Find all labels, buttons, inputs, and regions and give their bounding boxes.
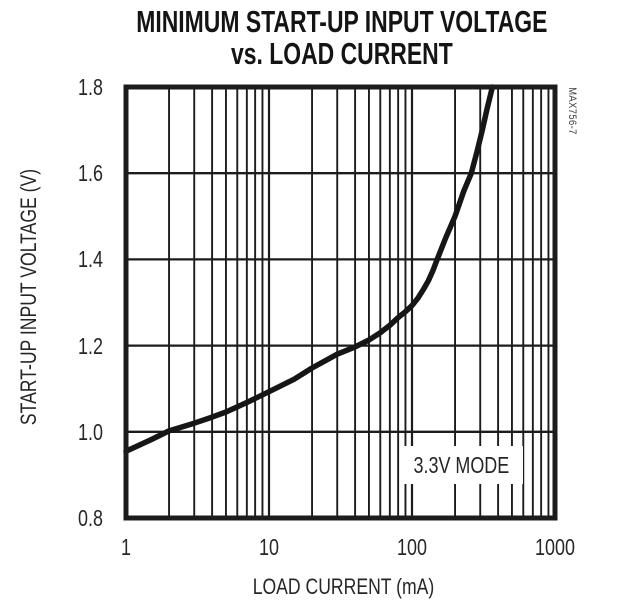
x-tick-label: 10 xyxy=(259,534,279,560)
y-tick-label: 1.2 xyxy=(78,332,103,359)
x-tick-label: 100 xyxy=(397,534,427,560)
x-axis-title: LOAD CURRENT (mA) xyxy=(252,574,434,599)
figure-code-label: MAX756-7 xyxy=(566,87,578,135)
plot-border xyxy=(123,84,558,521)
y-tick-label: 1.0 xyxy=(78,418,103,445)
chart-title-line-1: MINIMUM START-UP INPUT VOLTAGE xyxy=(136,4,548,39)
chart-title: MINIMUM START-UP INPUT VOLTAGE vs. LOAD … xyxy=(64,6,620,70)
mode-annotation-label: 3.3V MODE xyxy=(400,446,523,484)
data-curve xyxy=(123,84,496,454)
chart-title-line-2: vs. LOAD CURRENT xyxy=(231,36,453,71)
x-tick-label: 1 xyxy=(121,534,131,560)
x-tick-label: 1000 xyxy=(535,534,575,560)
y-axis-title: START-UP INPUT VOLTAGE (V) xyxy=(16,168,41,426)
y-tick-label: 1.6 xyxy=(78,160,103,187)
y-tick-label: 1.4 xyxy=(78,246,103,273)
y-tick-label: 0.8 xyxy=(78,505,103,531)
y-tick-label: 1.8 xyxy=(78,74,103,100)
